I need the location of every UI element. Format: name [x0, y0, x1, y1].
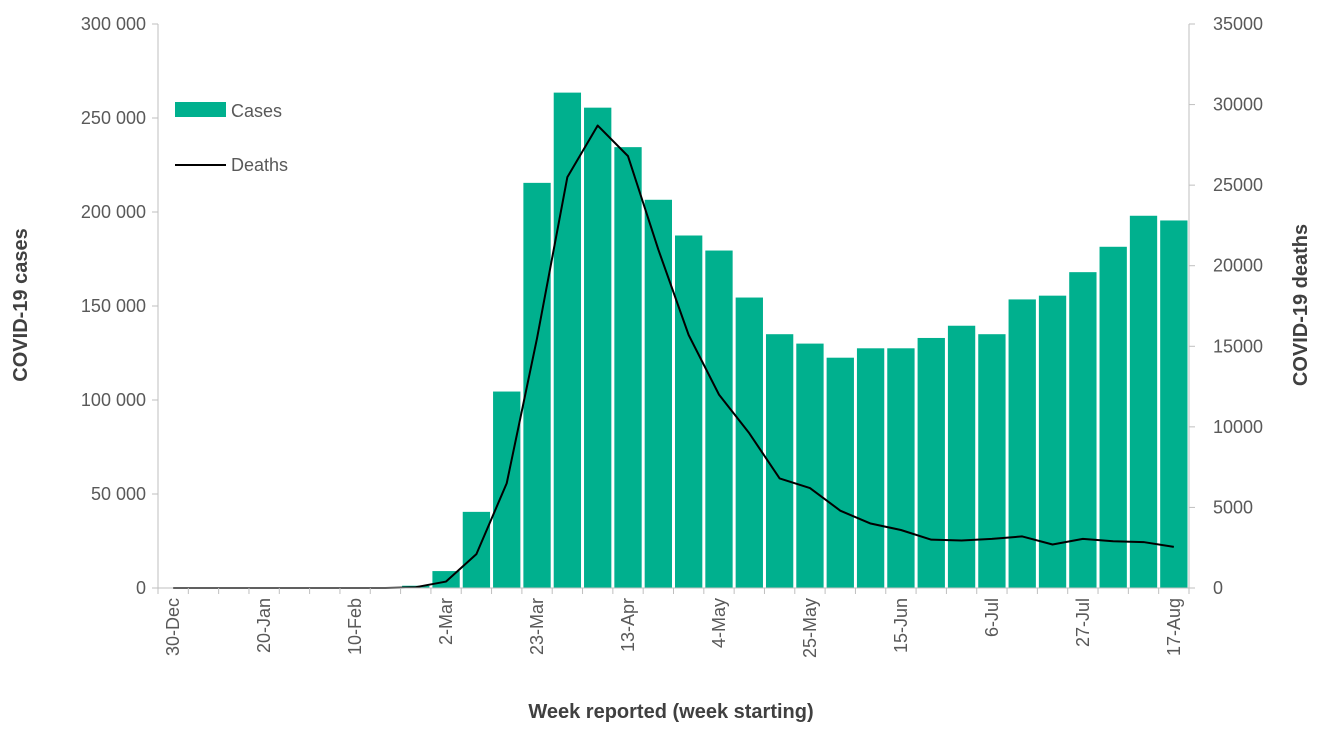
- x-ticks-group: 30-Dec 20-Jan 10-Feb 2-Mar 23-Mar 13-Apr 4-May…: [157, 588, 1190, 658]
- x-tick-label-4: 23-Mar: [527, 598, 547, 655]
- bar-cases-33: [1160, 220, 1188, 588]
- bar-cases-10: [462, 511, 491, 588]
- y2-tick-label-6: 30000: [1213, 95, 1263, 115]
- x-tick-label-8: 15-Jun: [891, 598, 911, 653]
- bar-cases-11: [493, 391, 521, 588]
- x-tick-label-3: 2-Mar: [436, 598, 456, 645]
- bar-cases-23: [856, 348, 885, 588]
- bar-cases-18: [705, 250, 733, 589]
- bar-cases-30: [1069, 272, 1097, 588]
- bar-cases-14: [584, 107, 612, 588]
- bar-cases-31: [1099, 246, 1127, 588]
- y-tick-label-3: 150 000: [81, 296, 146, 316]
- bar-cases-19: [735, 297, 763, 588]
- y2-tick-label-4: 20000: [1213, 256, 1263, 276]
- y-tick-label-4: 200 000: [81, 202, 146, 222]
- y-tick-label-0: 0: [136, 578, 146, 598]
- y-tick-label-1: 50 000: [91, 484, 146, 504]
- bar-cases-29: [1038, 295, 1067, 588]
- x-axis-title: Week reported (week starting): [528, 701, 813, 723]
- bar-cases-26: [947, 325, 976, 588]
- x-tick-label-9: 6-Jul: [982, 598, 1002, 637]
- y2-axis-title: COVID-19 deaths: [1290, 224, 1312, 386]
- bar-cases-28: [1008, 299, 1036, 588]
- y2-tick-label-5: 25000: [1213, 175, 1263, 195]
- x-tick-label-1: 20-Jan: [254, 598, 274, 653]
- y-tick-label-2: 100 000: [81, 390, 146, 410]
- bar-cases-25: [917, 337, 945, 588]
- x-tick-label-6: 4-May: [709, 598, 729, 648]
- bar-cases-20: [765, 334, 794, 588]
- legend-label-deaths: Deaths: [231, 155, 288, 175]
- bar-cases-15: [614, 147, 642, 588]
- bar-cases-13: [553, 92, 582, 589]
- y-tick-label-6: 300 000: [81, 14, 146, 34]
- x-tick-label-10: 27-Jul: [1073, 598, 1093, 647]
- y2-tick-label-7: 35000: [1213, 14, 1263, 34]
- x-tick-label-0: 30-Dec: [163, 598, 183, 656]
- x-tick-label-2: 10-Feb: [345, 598, 365, 655]
- bar-cases-22: [826, 357, 854, 588]
- y-tick-label-5: 250 000: [81, 108, 146, 128]
- bars-group: [402, 92, 1188, 589]
- bar-cases-17: [675, 235, 703, 588]
- y2-tick-label-3: 15000: [1213, 336, 1263, 356]
- legend-swatch-cases: [175, 102, 226, 117]
- bar-cases-27: [978, 334, 1006, 588]
- x-tick-label-11: 17-Aug: [1164, 598, 1184, 656]
- y2-tick-label-0: 0: [1213, 578, 1223, 598]
- y2-tick-label-1: 5000: [1213, 497, 1253, 517]
- bar-cases-24: [887, 348, 915, 588]
- y-axis-title: COVID-19 cases: [10, 228, 32, 381]
- right-ticks-group: 0 5000 10000 15000 20000 25000 30000 35000: [1189, 14, 1263, 598]
- bar-cases-21: [796, 343, 824, 588]
- bar-cases-32: [1129, 215, 1158, 588]
- y2-tick-label-2: 10000: [1213, 417, 1263, 437]
- left-ticks-group: 0 50 000 100 000 150 000 200 000 250 000 300 0…: [81, 14, 158, 598]
- x-tick-label-5: 13-Apr: [618, 598, 638, 652]
- legend-label-cases: Cases: [231, 101, 282, 121]
- x-tick-label-7: 25-May: [800, 598, 820, 658]
- legend: Cases Deaths: [175, 101, 288, 175]
- bar-cases-16: [644, 199, 672, 588]
